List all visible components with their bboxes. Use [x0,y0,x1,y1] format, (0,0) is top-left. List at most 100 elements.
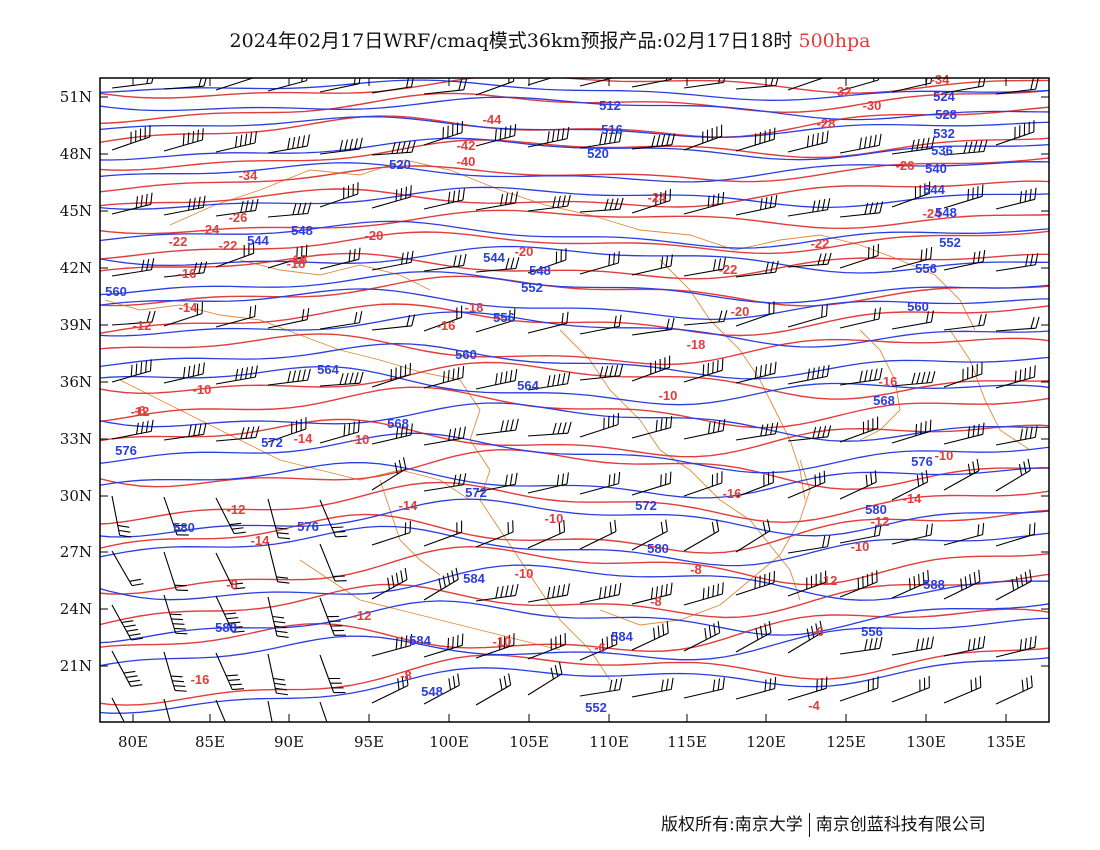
wind-barb [475,583,519,602]
wind-barb [111,419,154,440]
map-title: 2024年02月17日WRF/cmaq模式36km预报产品:02月17日18时 … [0,26,1100,53]
wind-barb [891,470,929,501]
wind-barb [683,78,727,89]
wind-barb [579,314,622,335]
temperature-label: -8 [400,668,412,683]
temperature-label: -10 [515,566,534,581]
temperature-label: -16 [178,266,197,281]
pressure-level: 500hpa [798,30,871,52]
temperature-isoline [100,386,1049,429]
height-isoline [100,365,1049,406]
copyright-owner: 版权所有:南京大学 [661,815,803,835]
temperature-contours [100,78,1049,706]
height-isoline [100,617,1049,667]
wind-barb [631,582,673,605]
temperature-label: -6 [812,624,824,639]
height-label: 560 [105,284,127,299]
height-isoline [100,79,1049,101]
wind-barb [631,317,675,336]
wind-barb [631,415,673,439]
temperature-label: -12 [871,514,890,529]
wind-barb [163,195,206,216]
wind-barb [475,78,515,96]
temperature-label: -16 [437,318,456,333]
wind-barb [891,419,932,444]
wind-barb [787,620,823,654]
height-label: 528 [935,107,957,122]
height-label: 552 [939,235,961,250]
height-label: 584 [463,571,485,586]
wind-barb [319,371,364,387]
temperature-label: -40 [457,154,476,169]
lat-label: 33N [60,430,92,448]
wind-barb [423,78,468,95]
wind-barb [891,675,930,703]
wind-barb [163,128,204,152]
lat-label: 48N [60,145,92,163]
wind-barb [111,258,155,277]
wind-barb [163,551,189,591]
wind-barb [319,543,347,582]
temperature-label: -22 [719,262,738,277]
temperature-label: -18 [687,337,706,352]
temperature-label: -24 [201,222,221,237]
temperature-label: -20 [515,244,534,259]
wind-barb [787,364,830,385]
wind-barb [943,569,981,600]
temperature-isoline [100,137,1049,171]
height-label: 560 [455,347,477,362]
wind-barb [215,241,255,268]
wind-barb [111,359,152,383]
wind-barb [475,257,520,273]
wind-barb [943,522,985,546]
height-label: 576 [115,443,137,458]
wind-barb [735,422,779,441]
wind-barb [267,700,277,722]
wind-barb [631,519,668,551]
temperature-label: -8 [650,594,662,609]
wind-barb [995,187,1037,210]
wind-barb [891,371,936,387]
temperature-label: -26 [229,210,248,225]
wind-barb [475,308,516,333]
wind-barb [995,522,1036,547]
wind-barb [579,78,619,87]
temperature-isoline [100,333,1049,366]
wind-barb [475,472,518,493]
wind-barb [527,583,570,603]
wind-barb [215,497,246,535]
wind-barb [527,372,571,391]
wind-barb [579,197,624,213]
wind-barb [683,419,726,440]
temperature-label: -12 [353,608,372,623]
temperature-label: -14 [251,533,271,548]
height-label: 580 [865,502,887,517]
wind-barb [267,202,312,218]
wind-barb [891,181,931,208]
wind-barb [787,130,829,153]
height-label: 536 [931,143,953,158]
height-isoline [100,245,1049,274]
wind-barb [111,604,144,641]
wind-barb [735,195,778,216]
height-isoline [100,564,1049,601]
height-label: 520 [389,157,411,172]
wind-barb [839,676,879,702]
wind-barb [111,550,144,587]
height-label: 524 [933,89,955,104]
wind-barb [319,597,347,636]
wind-barb [371,140,416,156]
temperature-label: -42 [457,138,476,153]
wind-barb [943,250,986,271]
wind-barb [579,678,623,697]
axis-ticks: 80E 85E 90E 95E 100E 105E 110E 115E 120E 125E 130E… [60,78,1049,751]
wind-barb [891,246,933,270]
height-label: 588 [923,577,945,592]
wind-barb [527,632,566,660]
height-isoline [100,220,1049,249]
wind-barb [267,596,289,638]
wind-barb [423,305,463,332]
wind-barb [371,633,413,657]
wind-barb [475,633,515,659]
wind-barb [839,133,882,154]
